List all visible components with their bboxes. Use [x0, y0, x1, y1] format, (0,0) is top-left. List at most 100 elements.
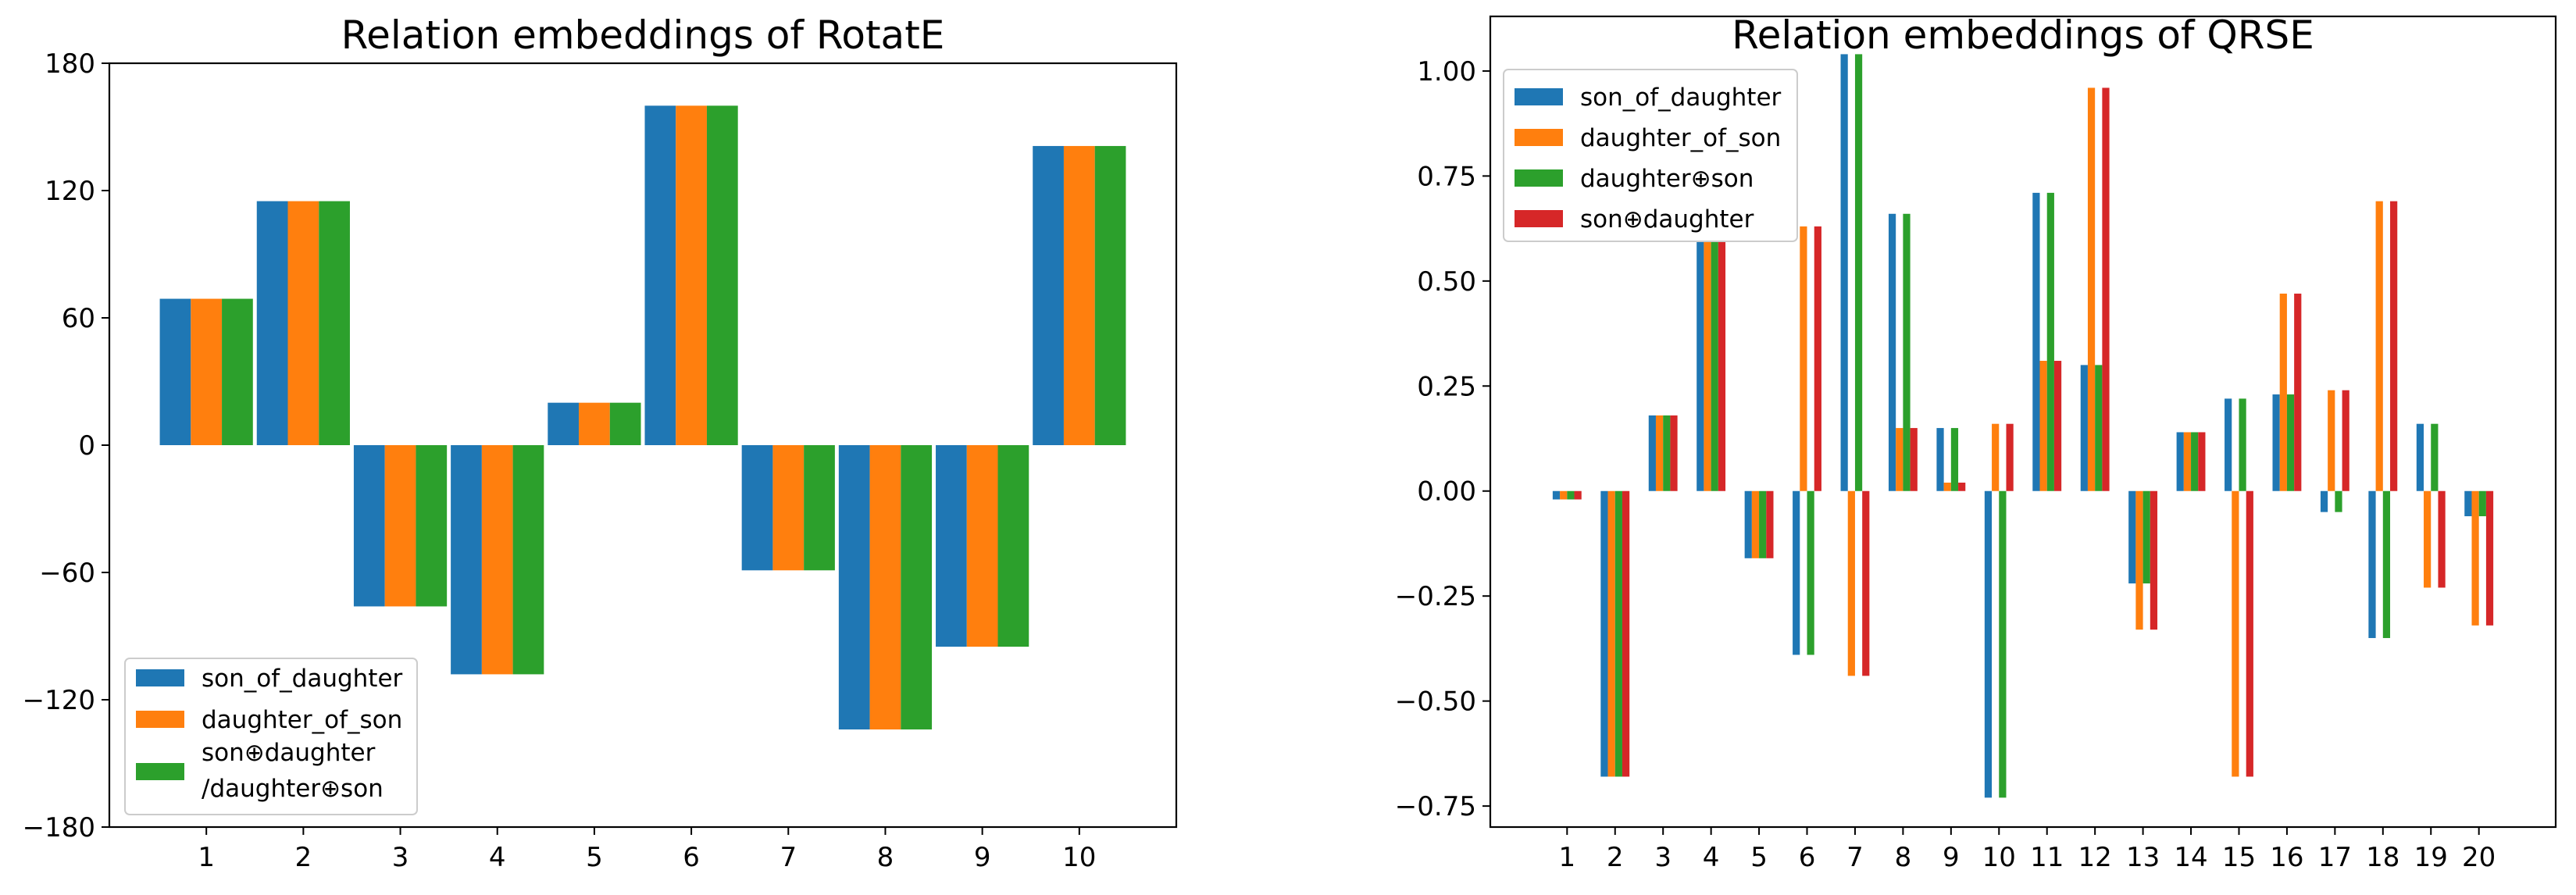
bar-daughter-son-4	[1711, 230, 1718, 491]
bar-daughter-son-19	[2431, 423, 2439, 491]
bar-son-of-daughter-14	[2176, 432, 2184, 491]
bar-son-of-daughter-13	[2128, 490, 2136, 584]
bar-son-daughter-daughter-son-9	[997, 445, 1029, 647]
bar-son-of-daughter-6	[644, 105, 676, 446]
x-tick-label: 3	[1654, 842, 1672, 873]
x-tick-label: 9	[1943, 842, 1960, 873]
bar-daughter-of-son-19	[2424, 490, 2432, 588]
x-tick-label: 4	[489, 842, 506, 873]
bar-son-daughter-daughter-son-4	[512, 445, 544, 675]
x-tick-label: 4	[1703, 842, 1720, 873]
x-tick-label: 1	[198, 842, 215, 873]
chart-rotate: −180 −120 −60 0 60 120 180 1 2 3 4 5 6 7 8 9 10 Relation …	[23, 12, 1178, 873]
y-tick-label: 0.00	[1417, 476, 1476, 508]
bar-daughter-of-son-12	[2087, 87, 2096, 491]
y-tick-label: −120	[23, 685, 95, 716]
bar-son-of-daughter-1	[1552, 490, 1561, 500]
y-tick-label: −0.25	[1395, 581, 1476, 612]
bar-son-of-daughter-8	[838, 445, 870, 730]
bar-daughter-son-8	[1903, 213, 1911, 491]
y-tick-label: 0.50	[1417, 266, 1476, 298]
bar-son-daughter-12	[2102, 87, 2110, 491]
chart-title: Relation embeddings of QRSE	[1732, 12, 2314, 58]
bar-daughter-son-15	[2239, 398, 2246, 491]
bar-son-daughter-15	[2246, 490, 2253, 777]
bar-daughter-son-12	[2095, 365, 2103, 491]
bar-son-of-daughter-9	[936, 445, 967, 647]
bar-son-of-daughter-19	[2416, 423, 2424, 491]
bar-son-of-daughter-3	[1648, 415, 1656, 491]
bar-daughter-of-son-15	[2232, 490, 2239, 777]
chart-qrse: −0.75−0.50−0.250.000.250.500.751.001 2 3 4 5…	[1395, 12, 2557, 873]
legend-label: son⊕daughter	[1580, 205, 1754, 234]
bar-daughter-of-son-5	[1751, 490, 1760, 558]
x-tick-label: 14	[2174, 842, 2207, 873]
bar-daughter-son-6	[1807, 490, 1814, 655]
x-tick-label: 1	[1558, 842, 1575, 873]
bar-daughter-son-10	[1999, 490, 2007, 798]
x-tick-label: 7	[780, 842, 797, 873]
bar-daughter-of-son-13	[2135, 490, 2143, 630]
x-axis: 1 2 3 4 5 6 7 8 9 10	[198, 827, 1096, 873]
chart-title: Relation embeddings of RotatE	[341, 12, 945, 58]
bar-son-daughter-2	[1622, 490, 1630, 777]
y-tick-label: −0.75	[1395, 791, 1476, 822]
bar-daughter-son-9	[1950, 428, 1959, 491]
x-tick-label: 20	[2462, 842, 2496, 873]
bars	[1552, 54, 2494, 798]
bar-son-of-daughter-12	[2080, 365, 2088, 491]
bar-son-of-daughter-2	[1600, 490, 1608, 777]
bar-son-of-daughter-4	[1697, 230, 1704, 491]
x-tick-label: 2	[295, 842, 312, 873]
bar-daughter-of-son-17	[2328, 390, 2335, 491]
bar-daughter-of-son-8	[1896, 428, 1903, 491]
bar-daughter-of-son-1	[191, 298, 223, 445]
bar-daughter-of-son-8	[869, 445, 901, 730]
bar-daughter-of-son-6	[676, 105, 707, 446]
legend-box	[124, 658, 418, 815]
bar-daughter-son-14	[2191, 432, 2199, 491]
bar-daughter-son-17	[2335, 490, 2342, 512]
legend-label: son_of_daughter	[202, 665, 403, 693]
bar-son-of-daughter-16	[2272, 394, 2280, 491]
y-tick-label: 1.00	[1417, 56, 1476, 87]
x-tick-label: 17	[2318, 842, 2352, 873]
legend-label: daughter_of_son	[1580, 124, 1781, 152]
legend: son_of_daughter daughter_of_son son⊕daught…	[124, 658, 418, 815]
legend-swatch	[1515, 129, 1563, 146]
bar-son-of-daughter-7	[741, 445, 773, 571]
bar-son-of-daughter-10	[1984, 490, 1993, 798]
bar-son-daughter-5	[1766, 490, 1774, 558]
legend-label: son_of_daughter	[1580, 84, 1782, 112]
bar-son-of-daughter-8	[1888, 213, 1896, 491]
bar-daughter-of-son-20	[2471, 490, 2479, 626]
bar-daughter-of-son-16	[2279, 293, 2287, 491]
bar-daughter-son-18	[2382, 490, 2391, 638]
bar-daughter-son-5	[1759, 490, 1767, 558]
y-tick-label: 60	[62, 303, 95, 334]
legend-swatch	[136, 669, 184, 686]
y-tick-label: 120	[45, 176, 95, 207]
bar-daughter-of-son-4	[481, 445, 513, 675]
bar-daughter-son-16	[2286, 394, 2295, 491]
bar-son-daughter-4	[1718, 230, 1726, 491]
x-tick-label: 16	[2270, 842, 2303, 873]
bar-son-of-daughter-4	[451, 445, 482, 675]
legend-swatch	[136, 763, 184, 780]
bar-son-of-daughter-17	[2320, 490, 2328, 512]
x-tick-label: 12	[2078, 842, 2112, 873]
bar-daughter-son-20	[2478, 490, 2486, 517]
x-tick-label: 3	[392, 842, 409, 873]
y-tick-label: 0.75	[1417, 161, 1476, 192]
bar-son-daughter-3	[1670, 415, 1678, 491]
x-tick-label: 8	[877, 842, 894, 873]
bar-son-of-daughter-5	[548, 402, 580, 445]
legend-swatch	[1515, 210, 1563, 227]
bar-son-daughter-daughter-son-8	[901, 445, 933, 730]
y-tick-label: −180	[23, 812, 95, 843]
bar-son-of-daughter-18	[2368, 490, 2376, 638]
x-tick-label: 18	[2366, 842, 2399, 873]
bar-son-daughter-6	[1814, 226, 1821, 491]
x-axis: 1 2 3 4 5 6 7 8 9 10 11 12 13 14 15 16 17 18 19 20	[1558, 827, 2496, 873]
y-axis: −180 −120 −60 0 60 120 180	[23, 48, 109, 843]
